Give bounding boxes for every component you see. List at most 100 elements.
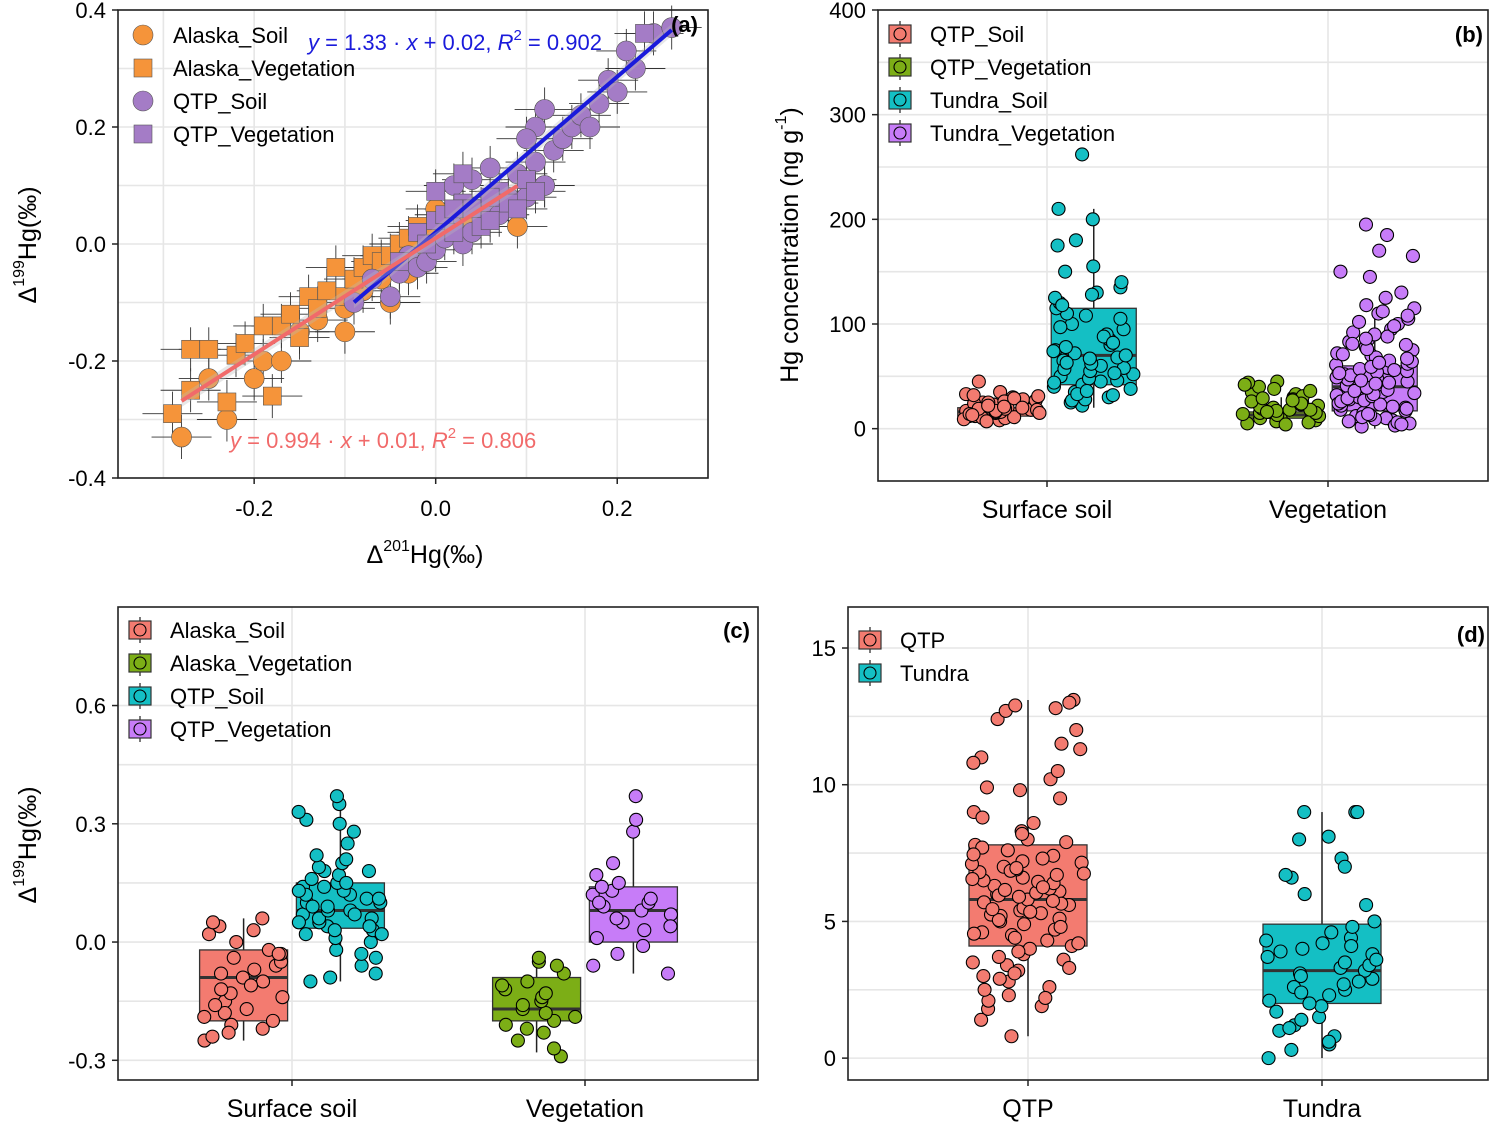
data-point [1394,417,1409,432]
data-point [298,927,313,942]
data-point [243,978,259,993]
data-point [985,902,1000,917]
data-point [507,216,528,237]
data-point [1259,404,1275,419]
data-point [1015,826,1030,841]
data-point [592,895,607,910]
data-point [636,938,651,954]
data-point [1372,355,1387,370]
data-point [326,258,346,277]
data-point [1380,329,1395,344]
data-point [1351,974,1366,989]
data-point [1378,290,1393,305]
data-point [1321,829,1336,844]
data-point [275,990,290,1005]
data-point [327,923,342,938]
data-point [1068,233,1084,248]
panel-b-tag: (b) [1455,22,1483,47]
data-point [1069,722,1084,738]
data-point [495,978,510,993]
data-point [977,982,992,997]
data-point [291,915,306,930]
data-point [1267,381,1282,396]
y-tick-label: 100 [829,312,866,337]
data-point [1084,287,1100,302]
data-point [1053,791,1068,806]
data-point [965,955,980,970]
data-point [221,1025,236,1040]
data-point [1235,406,1250,422]
data-point [1008,698,1023,713]
x-tick-label: 0.0 [420,496,451,521]
legend-label: QTP_Soil [170,684,264,709]
data-point [1035,851,1050,866]
data-point [594,879,609,894]
data-point [643,891,658,906]
y-tick-label: 300 [829,103,866,128]
data-point [966,847,981,862]
panel-b-legend: QTP_Soil QTP_Vegetation Tundra_Soil Tundra_… [888,21,1115,146]
data-point [1062,695,1077,710]
data-point [610,946,625,961]
legend-label: QTP [900,628,945,653]
y-tick-label: 0.6 [75,694,106,719]
legend-key-dot [893,93,907,107]
data-point [1082,351,1097,366]
legend-label: QTP_Vegetation [173,122,334,147]
data-point [1086,259,1101,274]
data-point [1049,867,1064,882]
data-point [479,157,501,179]
data-point [1352,361,1367,377]
data-point [1040,933,1055,948]
y-tick-label: -0.4 [68,466,106,491]
y-tick-label: 0.0 [75,232,106,257]
data-point [317,879,332,894]
legend-label: Alaska_Vegetation [173,56,355,81]
data-point [1045,893,1060,908]
data-point [996,399,1012,414]
data-point [1237,377,1252,392]
data-point [1345,336,1360,351]
data-point [1012,783,1028,798]
legend-key [133,124,153,144]
data-point [536,1025,551,1040]
data-point [546,1041,562,1056]
data-point [981,398,996,413]
data-point [626,824,641,839]
data-point [1048,701,1063,716]
data-point [1047,375,1062,390]
data-point [1278,867,1293,882]
data-point [368,966,383,981]
data-point [979,780,994,795]
data-point [216,409,238,430]
data-point [303,974,318,989]
panel-c-legend: Alaska_Soil Alaska_Vegetation QTP_Soil QTP_… [128,617,352,742]
data-point [1293,969,1308,984]
panel-a-ticks: -0.2 0.0 0.2 -0.4 -0.2 0.0 0.2 0.4 [68,0,632,521]
legend-key-dot [133,623,147,637]
data-point [304,871,319,887]
data-point [163,404,182,423]
data-point [534,99,555,120]
legend-label: Tundra [900,661,970,686]
data-point [1295,941,1310,956]
y-tick-label: 10 [812,773,836,798]
data-point [281,304,300,324]
x-tick-label: -0.2 [235,496,273,521]
data-point [332,816,347,831]
data-point [616,40,637,62]
data-point [966,388,981,403]
data-point [214,982,229,997]
data-point [453,164,473,184]
y-tick-label: 5 [824,909,836,934]
x-tick-label: 0.2 [602,496,633,521]
data-point [1379,227,1395,243]
data-point [1302,996,1317,1011]
data-point [1368,376,1383,391]
data-point [346,824,361,839]
panel-d-ticks: 0 5 10 15 QTP Tundra [812,636,1362,1123]
legend-label: Alaska_Soil [170,618,285,643]
x-tick-label: Vegetation [526,1095,644,1123]
